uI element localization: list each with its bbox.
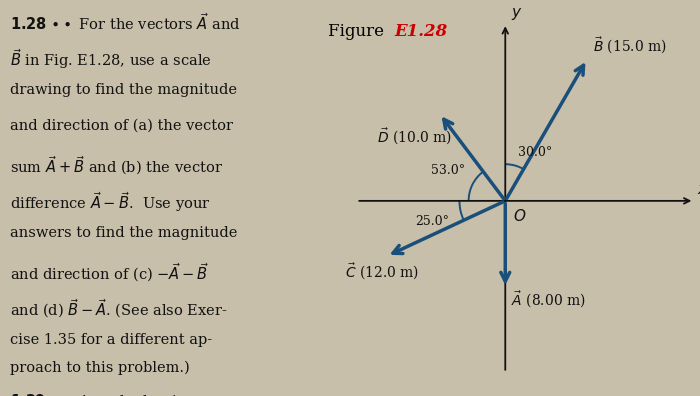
Text: $\vec{B}$ in Fig. E1.28, use a scale: $\vec{B}$ in Fig. E1.28, use a scale — [10, 48, 212, 71]
Text: proach to this problem.): proach to this problem.) — [10, 360, 190, 375]
Text: $O$: $O$ — [513, 208, 526, 224]
Text: and direction of (a) the vector: and direction of (a) the vector — [10, 119, 233, 133]
Text: 25.0°: 25.0° — [415, 215, 449, 228]
Text: 53.0°: 53.0° — [430, 164, 465, 177]
Text: and (d) $\vec{B} - \vec{A}$. (See also Exer-: and (d) $\vec{B} - \vec{A}$. (See also E… — [10, 297, 228, 320]
Text: drawing to find the magnitude: drawing to find the magnitude — [10, 83, 237, 97]
Text: $\vec{A}$ (8.00 m): $\vec{A}$ (8.00 m) — [511, 290, 586, 310]
Text: $\vec{C}$ (12.0 m): $\vec{C}$ (12.0 m) — [345, 262, 419, 282]
Text: $\mathbf{1.29}$ $\bullet\bullet$ A spelunker is survey-: $\mathbf{1.29}$ $\bullet\bullet$ A spelu… — [10, 392, 244, 396]
Text: Figure: Figure — [328, 23, 389, 40]
Text: cise 1.35 for a different ap-: cise 1.35 for a different ap- — [10, 333, 212, 346]
Text: and direction of (c) $-\vec{A} - \vec{B}$: and direction of (c) $-\vec{A} - \vec{B}… — [10, 261, 209, 284]
Text: $x$: $x$ — [696, 183, 700, 198]
Text: difference $\vec{A} - \vec{B}$.  Use your: difference $\vec{A} - \vec{B}$. Use your — [10, 190, 211, 214]
Text: $y$: $y$ — [511, 6, 523, 22]
Text: sum $\vec{A} + \vec{B}$ and (b) the vector: sum $\vec{A} + \vec{B}$ and (b) the vect… — [10, 154, 223, 177]
Text: E1.28: E1.28 — [394, 23, 447, 40]
Text: $\mathbf{1.28}$ $\bullet\bullet$ For the vectors $\vec{A}$ and: $\mathbf{1.28}$ $\bullet\bullet$ For the… — [10, 12, 241, 33]
Text: $\vec{D}$ (10.0 m): $\vec{D}$ (10.0 m) — [377, 127, 452, 147]
Text: answers to find the magnitude: answers to find the magnitude — [10, 226, 237, 240]
Text: $\vec{B}$ (15.0 m): $\vec{B}$ (15.0 m) — [593, 36, 666, 56]
Text: 30.0°: 30.0° — [518, 146, 552, 159]
